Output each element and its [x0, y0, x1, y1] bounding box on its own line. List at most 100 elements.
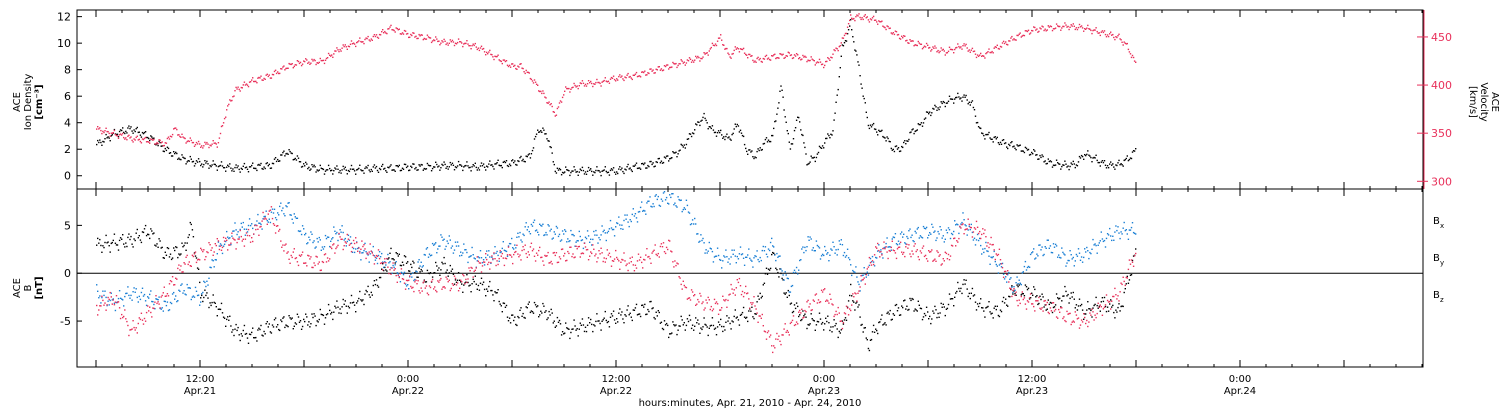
data-point: [938, 316, 940, 318]
data-point: [760, 149, 762, 151]
data-point: [1112, 163, 1114, 165]
data-point: [799, 314, 801, 316]
data-point: [217, 142, 220, 144]
data-point: [615, 249, 617, 252]
data-point: [917, 123, 919, 125]
data-point: [288, 202, 290, 204]
data-point: [349, 236, 352, 238]
data-point: [826, 253, 828, 255]
data-point: [962, 283, 964, 286]
data-point: [573, 319, 575, 321]
data-point: [687, 211, 690, 213]
data-point: [1018, 299, 1020, 301]
data-point: [1001, 300, 1004, 303]
data-point: [691, 291, 694, 293]
data-point: [768, 269, 771, 271]
data-point: [1101, 30, 1104, 32]
data-point: [281, 246, 283, 248]
data-point: [1038, 30, 1040, 33]
data-point: [876, 257, 878, 259]
data-point: [683, 322, 685, 324]
data-point: [638, 259, 641, 261]
data-point: [306, 163, 308, 165]
data-point: [813, 60, 815, 62]
data-point: [330, 170, 332, 172]
data-point: [632, 264, 634, 266]
data-point: [270, 206, 273, 208]
data-point: [493, 58, 495, 61]
data-point: [457, 38, 460, 40]
data-point: [704, 252, 706, 254]
data-point: [773, 252, 775, 254]
data-point: [170, 136, 173, 138]
b-field-tick-label: 0: [64, 267, 71, 280]
data-point: [178, 264, 180, 266]
data-point: [784, 293, 786, 295]
data-point: [185, 249, 187, 251]
data-point: [979, 237, 981, 240]
data-point: [1067, 165, 1069, 167]
data-point: [673, 324, 675, 326]
data-point: [654, 318, 656, 320]
data-point: [699, 124, 701, 127]
data-point: [164, 142, 166, 144]
data-point: [258, 76, 260, 79]
data-point: [844, 40, 847, 42]
data-point: [875, 128, 877, 131]
data-point: [773, 54, 775, 56]
data-point: [343, 45, 345, 48]
data-point: [122, 132, 124, 135]
data-point: [837, 49, 839, 52]
data-point: [565, 322, 567, 324]
data-point: [251, 237, 253, 239]
data-point: [829, 137, 831, 139]
data-point: [545, 255, 547, 257]
data-point: [561, 230, 564, 232]
data-point: [931, 249, 933, 251]
data-point: [603, 257, 605, 259]
data-point: [612, 228, 615, 231]
data-point: [301, 165, 304, 168]
data-point: [769, 241, 772, 244]
data-point: [774, 53, 776, 55]
data-point: [814, 160, 816, 163]
data-point: [810, 313, 812, 315]
data-point: [575, 245, 577, 247]
data-point: [647, 308, 649, 311]
data-point: [433, 244, 435, 246]
data-point: [994, 305, 996, 307]
data-point: [1019, 32, 1021, 34]
data-point: [352, 42, 355, 44]
data-point: [233, 95, 235, 97]
data-point: [653, 205, 655, 208]
data-point: [99, 295, 101, 297]
data-point: [730, 283, 732, 286]
data-point: [440, 234, 442, 236]
data-point: [520, 63, 522, 65]
data-point: [228, 319, 230, 321]
data-point: [359, 252, 361, 254]
data-point: [790, 285, 793, 288]
data-point: [350, 164, 353, 167]
data-point: [835, 47, 837, 49]
data-point: [1124, 288, 1126, 290]
data-point: [830, 298, 832, 300]
data-point: [281, 209, 283, 212]
data-point: [902, 37, 904, 39]
data-point: [788, 141, 790, 143]
data-point: [428, 253, 431, 255]
data-point: [928, 318, 930, 320]
data-point: [687, 60, 690, 62]
data-point: [1031, 29, 1033, 32]
data-point: [1033, 149, 1035, 151]
data-point: [253, 233, 255, 235]
data-point: [505, 250, 508, 253]
data-point: [581, 166, 584, 169]
data-point: [808, 60, 810, 62]
data-point: [965, 94, 967, 97]
data-point: [326, 313, 329, 315]
data-point: [609, 219, 612, 222]
data-point: [269, 331, 272, 333]
data-point: [599, 322, 601, 325]
